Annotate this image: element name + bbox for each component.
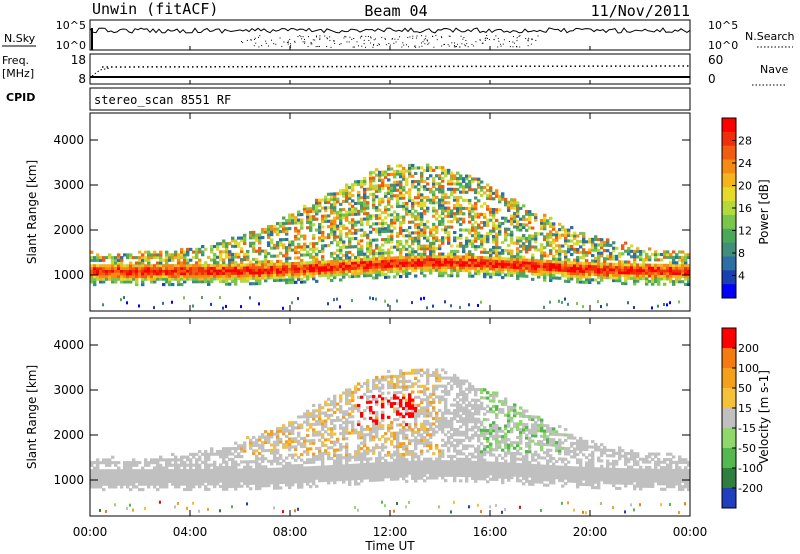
y-tick-label: 4000 xyxy=(53,133,84,147)
colorbar-tick-label: -200 xyxy=(738,482,763,495)
colorbar-swatch xyxy=(722,228,736,244)
beam-label: Beam 04 xyxy=(364,2,427,20)
nsky-panel: N.Sky 10^5 10^0 10^5 10^0 N.Search xyxy=(2,19,795,52)
colorbar-swatch xyxy=(722,388,736,409)
colorbar-swatch xyxy=(722,201,736,216)
colorbar-swatch xyxy=(722,131,736,147)
velocity-y-ticks: 4000 3000 2000 1000 xyxy=(53,338,690,487)
velocity-colorbar: 200 100 50 15 -15 -50 -100 -200 xyxy=(721,327,763,509)
x-axis-label: Time UT xyxy=(364,539,415,553)
colorbar-swatch xyxy=(722,408,736,429)
x-tick-label: 00:00 xyxy=(673,525,708,539)
y-tick-label: 3000 xyxy=(53,383,84,397)
nave-right-tick-top: 60 xyxy=(708,53,723,67)
x-tick-label: 00:00 xyxy=(73,525,108,539)
colorbar-swatch xyxy=(722,270,736,285)
colorbar-tick-label: 50 xyxy=(738,382,752,395)
colorbar-tick-label: 100 xyxy=(738,362,759,375)
nsky-left-tick-top: 10^5 xyxy=(56,19,86,32)
velocity-colorbar-label: Velocity [m s-1] xyxy=(757,370,771,464)
freq-label-2: [MHz] xyxy=(2,67,34,80)
nsky-right-tick-top: 10^5 xyxy=(708,19,738,32)
x-axis-ticks: 00:00 04:00 08:00 12:00 16:00 20:00 00:00 xyxy=(73,46,708,539)
colorbar-tick-label: 200 xyxy=(738,342,759,355)
colorbar-swatch xyxy=(722,173,736,188)
colorbar-swatch xyxy=(722,242,736,257)
y-tick-label: 1000 xyxy=(53,473,84,487)
freq-trace xyxy=(90,65,691,78)
colorbar-tick-label: 28 xyxy=(738,135,752,148)
y-tick-label: 2000 xyxy=(53,223,84,237)
nsky-trace xyxy=(89,27,691,50)
power-panel: 4000 3000 2000 1000 Slant Range [km] 28 24 20… xyxy=(25,112,771,312)
x-tick-label: 12:00 xyxy=(373,525,408,539)
power-colorbar-label: Power [dB] xyxy=(757,179,771,244)
x-tick-label: 04:00 xyxy=(173,525,208,539)
x-tick-label: 20:00 xyxy=(573,525,608,539)
colorbar-swatch xyxy=(722,428,736,449)
colorbar-swatch xyxy=(722,368,736,389)
colorbar-tick-label: 12 xyxy=(738,225,752,238)
power-heatmap-cells xyxy=(90,163,691,310)
colorbar-swatch xyxy=(722,214,736,230)
colorbar-tick-label: 4 xyxy=(738,270,745,283)
colorbar-swatch xyxy=(722,256,736,271)
colorbar-tick-label: 16 xyxy=(738,202,752,215)
cpid-label: CPID xyxy=(6,91,35,104)
y-tick-label: 4000 xyxy=(53,338,84,352)
colorbar-swatch xyxy=(722,284,736,299)
nsky-label: N.Sky xyxy=(4,32,36,45)
freq-left-tick-bottom: 8 xyxy=(78,72,86,86)
colorbar-tick-label: 15 xyxy=(738,402,752,415)
colorbar-tick-label: 8 xyxy=(738,247,745,260)
plot-title: Unwin (fitACF) xyxy=(92,0,218,18)
colorbar-swatch xyxy=(722,488,736,509)
y-tick-label: 2000 xyxy=(53,428,84,442)
velocity-panel: 4000 3000 2000 1000 Slant Range [km] 200 100… xyxy=(25,317,771,517)
x-tick-label: 08:00 xyxy=(273,525,308,539)
nave-right-tick-bottom: 0 xyxy=(708,72,716,86)
colorbar-swatch xyxy=(722,468,736,489)
power-y-label: Slant Range [km] xyxy=(25,160,39,264)
colorbar-swatch xyxy=(722,448,736,469)
colorbar-swatch xyxy=(722,118,736,133)
colorbar-tick-label: 24 xyxy=(738,157,752,170)
colorbar-tick-label: -15 xyxy=(738,422,756,435)
x-tick-label: 16:00 xyxy=(473,525,508,539)
colorbar-swatch xyxy=(722,145,736,161)
velocity-heatmap-cells xyxy=(90,368,691,515)
nave-label: Nave xyxy=(760,63,788,76)
nsky-left-tick-bottom: 10^0 xyxy=(56,39,86,52)
power-y-ticks: 4000 3000 2000 1000 xyxy=(53,133,690,282)
colorbar-tick-label: -100 xyxy=(738,462,763,475)
nsky-right-tick-bottom: 10^0 xyxy=(708,39,738,52)
cpid-text: stereo_scan 8551 RF xyxy=(94,93,231,107)
date-label: 11/Nov/2011 xyxy=(591,2,690,20)
colorbar-swatch xyxy=(722,328,736,349)
y-tick-label: 3000 xyxy=(53,178,84,192)
nsearch-label: N.Search xyxy=(745,30,795,43)
colorbar-tick-label: 20 xyxy=(738,180,752,193)
freq-panel: Freq. [MHz] 18 8 60 0 Nave xyxy=(2,53,788,86)
colorbar-swatch xyxy=(722,159,736,174)
colorbar-swatch xyxy=(722,187,736,202)
cpid-box xyxy=(89,87,691,111)
power-colorbar: 28 24 20 16 12 8 4 xyxy=(721,117,752,299)
velocity-y-label: Slant Range [km] xyxy=(25,365,39,469)
colorbar-tick-label: -50 xyxy=(738,442,756,455)
freq-label-1: Freq. xyxy=(2,54,29,67)
y-tick-label: 1000 xyxy=(53,268,84,282)
colorbar-swatch xyxy=(722,348,736,369)
freq-left-tick-top: 18 xyxy=(71,53,86,67)
